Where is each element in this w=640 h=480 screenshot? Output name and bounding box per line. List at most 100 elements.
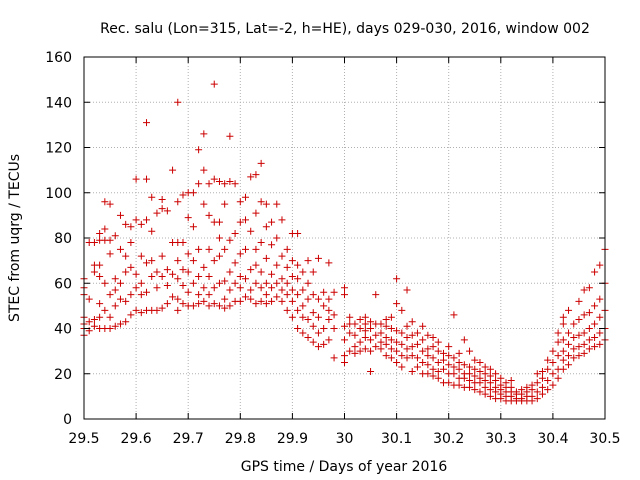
data-point (148, 193, 156, 201)
data-point (257, 198, 265, 206)
data-point (320, 302, 328, 310)
data-point (346, 347, 354, 355)
data-point (460, 336, 468, 344)
data-point (466, 377, 474, 385)
data-point (236, 250, 244, 258)
axis-ticks: 29.5 29.6 29.7 29.8 29.9 30 30.1 30.2 30.3 30.4 30… (45, 50, 620, 447)
data-point (174, 306, 182, 314)
data-point (361, 334, 369, 342)
data-point (215, 279, 223, 287)
data-point (544, 377, 552, 385)
data-point (575, 352, 583, 360)
data-point (544, 386, 552, 394)
data-point (163, 282, 171, 290)
data-point (273, 234, 281, 242)
data-point (111, 302, 119, 310)
data-point (559, 336, 567, 344)
data-point (429, 334, 437, 342)
data-point (398, 363, 406, 371)
data-point (382, 334, 390, 342)
data-point (283, 279, 291, 287)
data-point (382, 315, 390, 323)
data-point (153, 284, 161, 292)
data-point (179, 239, 187, 247)
data-point (445, 352, 453, 360)
data-point (278, 297, 286, 305)
data-point (294, 275, 302, 283)
data-point (591, 320, 599, 328)
data-point (476, 388, 484, 396)
data-point (236, 272, 244, 280)
data-point (278, 275, 286, 283)
data-point (111, 232, 119, 240)
data-point (549, 370, 557, 378)
data-point (299, 329, 307, 337)
data-point (533, 388, 541, 396)
data-point (195, 300, 203, 308)
data-point (179, 300, 187, 308)
data-point (143, 175, 151, 183)
data-point (356, 325, 364, 332)
data-point (262, 254, 270, 262)
data-point (466, 347, 474, 355)
data-point (492, 383, 500, 391)
data-point (148, 272, 156, 280)
data-point (143, 119, 151, 127)
data-point (309, 322, 317, 330)
y-tick-label: 100 (45, 186, 72, 202)
data-point (189, 302, 197, 310)
data-point (486, 372, 494, 380)
x-tick-label: 29.7 (173, 431, 204, 447)
data-point (242, 245, 250, 253)
data-point (538, 367, 546, 375)
data-point (559, 320, 567, 328)
data-point (148, 227, 156, 235)
data-point (341, 284, 348, 292)
data-point (299, 268, 307, 276)
data-point (127, 223, 135, 231)
data-point (304, 334, 312, 342)
x-tick-label: 30.2 (433, 431, 464, 447)
data-point (116, 320, 124, 328)
data-point (455, 349, 463, 357)
data-point (387, 325, 395, 332)
data-point (143, 288, 151, 296)
data-point (304, 279, 312, 287)
data-point (429, 372, 437, 380)
data-point (106, 236, 114, 244)
data-point (215, 302, 223, 310)
data-point (481, 370, 489, 378)
data-point (101, 306, 109, 314)
data-point (330, 311, 338, 319)
data-point (205, 291, 213, 299)
data-point (278, 252, 286, 260)
data-point (377, 320, 385, 328)
data-point (288, 286, 296, 294)
data-point (226, 302, 234, 310)
data-point (320, 325, 328, 332)
data-point (387, 345, 395, 353)
data-point (122, 252, 130, 260)
data-point (210, 257, 218, 265)
data-point (585, 345, 593, 353)
data-point (580, 340, 588, 348)
data-point (466, 370, 474, 378)
x-tick-label: 29.8 (225, 431, 256, 447)
data-point (273, 293, 281, 301)
data-point (486, 379, 494, 387)
data-point (221, 200, 229, 208)
data-point (96, 229, 104, 237)
data-point (554, 338, 562, 346)
data-point (398, 352, 406, 360)
data-point (299, 302, 307, 310)
data-point (268, 270, 276, 278)
data-point (387, 313, 395, 321)
data-point (242, 216, 250, 224)
data-point (413, 354, 421, 362)
data-point (393, 300, 401, 308)
data-point (268, 241, 276, 249)
data-point (580, 286, 588, 294)
data-point (559, 365, 567, 373)
data-point (189, 257, 197, 265)
data-point (382, 340, 390, 348)
